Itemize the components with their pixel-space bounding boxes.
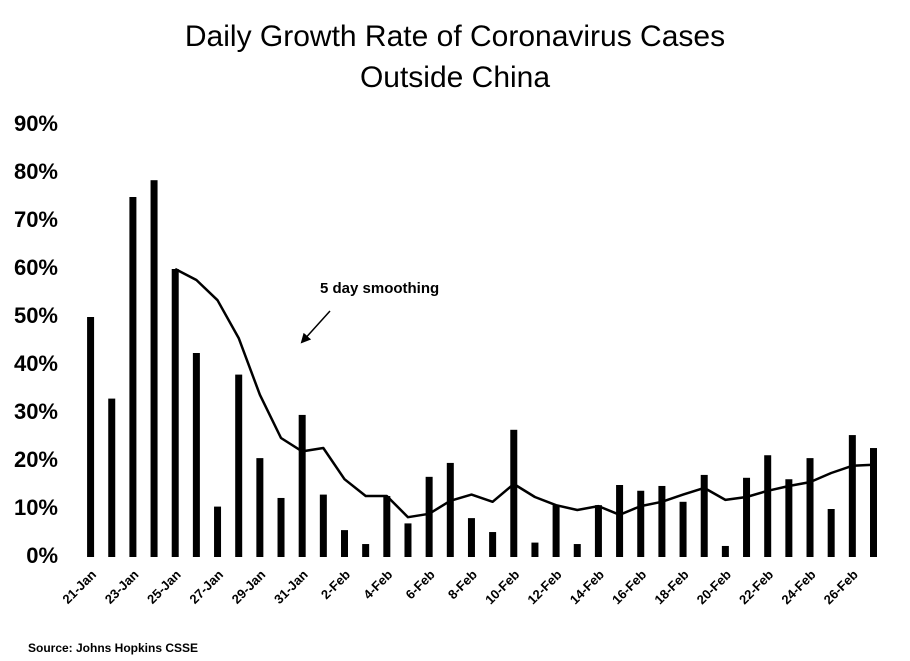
bar	[171, 269, 179, 557]
annotation: 5 day smoothing	[320, 280, 439, 297]
y-tick-label: 0%	[26, 543, 58, 568]
x-tick-label: 4-Feb	[360, 567, 395, 602]
y-tick-label: 70%	[14, 207, 58, 232]
bar	[764, 455, 772, 557]
bar	[192, 353, 200, 557]
bar	[341, 530, 348, 557]
chart-title: Outside China	[360, 61, 550, 94]
x-tick-label: 31-Jan	[271, 567, 311, 607]
bar	[637, 490, 645, 557]
bar	[658, 485, 666, 557]
y-tick-label: 40%	[14, 351, 58, 376]
bar	[404, 523, 412, 557]
bar	[467, 518, 475, 557]
bar	[150, 180, 158, 557]
x-tick-label: 22-Feb	[736, 567, 776, 607]
bar	[616, 485, 624, 557]
bar	[277, 497, 285, 557]
x-tick-label: 10-Feb	[482, 567, 522, 607]
bar	[235, 374, 243, 557]
bar	[362, 544, 370, 557]
bar	[721, 545, 729, 557]
bar	[319, 494, 327, 557]
x-tick-label: 20-Feb	[694, 567, 734, 607]
source: Source: Johns Hopkins CSSE	[28, 641, 198, 655]
x-tick-label: 24-Feb	[778, 567, 818, 607]
y-tick-label: 80%	[14, 159, 58, 184]
annotation-arrow	[300, 310, 331, 344]
bar	[129, 197, 137, 557]
x-tick-label: 14-Feb	[567, 567, 607, 607]
y-tick-label: 50%	[14, 303, 58, 328]
bar	[806, 458, 814, 557]
bar	[594, 505, 602, 557]
bar	[679, 501, 687, 557]
bar	[87, 317, 95, 557]
bar	[108, 398, 116, 557]
bar	[848, 435, 856, 557]
x-tick-label: 25-Jan	[144, 567, 184, 607]
bar	[700, 474, 708, 557]
x-tick-label: 23-Jan	[102, 567, 142, 607]
y-tick-label: 90%	[14, 111, 58, 136]
bar	[531, 542, 539, 557]
x-tick-label: 29-Jan	[229, 567, 269, 607]
x-tick-label: 6-Feb	[403, 567, 438, 602]
x-tick-label: 18-Feb	[651, 567, 691, 607]
bar	[573, 544, 581, 557]
bar	[510, 429, 518, 557]
y-tick-label: 30%	[14, 399, 58, 424]
x-tick-label: 12-Feb	[524, 567, 564, 607]
smoothing-line	[174, 267, 874, 519]
bar	[785, 479, 793, 557]
bar	[256, 458, 264, 557]
bar	[870, 448, 877, 557]
x-tick-label: 16-Feb	[609, 567, 649, 607]
y-tick-label: 20%	[14, 447, 58, 472]
chart-title: Daily Growth Rate of Coronavirus Cases	[185, 20, 725, 53]
x-tick-label: 8-Feb	[445, 567, 480, 602]
bar	[425, 476, 433, 557]
x-tick-label: 2-Feb	[318, 567, 353, 602]
bar	[383, 496, 391, 557]
y-tick-label: 10%	[14, 495, 58, 520]
x-tick-label: 21-Jan	[59, 567, 99, 607]
bar	[446, 462, 454, 557]
bar	[214, 506, 222, 557]
bar	[298, 414, 306, 557]
y-tick-label: 60%	[14, 255, 58, 280]
bar	[827, 509, 835, 557]
bar	[552, 505, 560, 557]
bar	[489, 532, 497, 557]
bar	[743, 477, 751, 557]
x-tick-label: 26-Feb	[821, 567, 861, 607]
x-tick-label: 27-Jan	[186, 567, 226, 607]
